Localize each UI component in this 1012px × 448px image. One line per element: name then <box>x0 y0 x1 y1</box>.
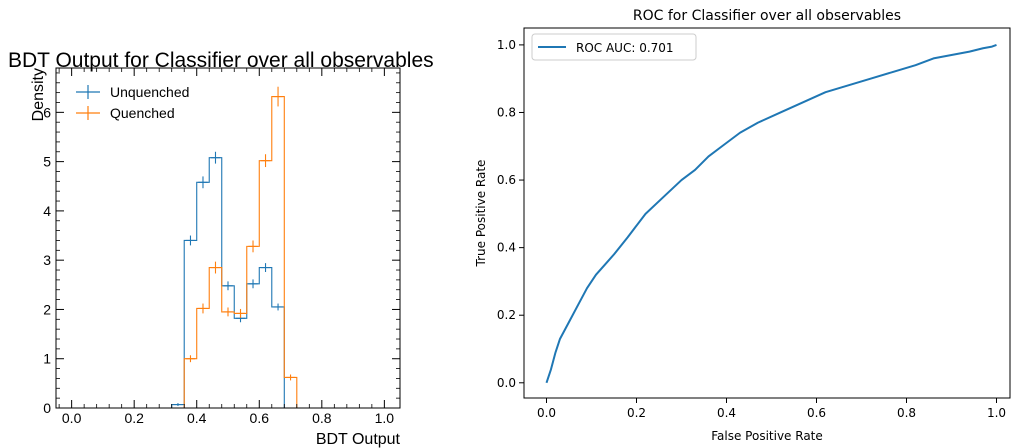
histogram-x-tick-label: 0.2 <box>124 410 144 426</box>
roc-x-tick-label: 0.8 <box>897 406 916 420</box>
histogram-plot-frame <box>55 67 401 409</box>
histogram-title: BDT Output for Classifier over all obser… <box>8 49 434 72</box>
roc-legend-box <box>531 33 697 61</box>
legend-label-unquenched: Unquenched <box>110 84 189 100</box>
roc-plot-frame <box>523 27 1011 399</box>
histogram-y-tick-label: 0 <box>43 400 51 416</box>
roc-legend: ROC AUC: 0.701 <box>531 33 697 61</box>
histogram-y-axis-label: Density <box>30 68 47 121</box>
roc-title: ROC for Classifier over all observables <box>633 8 901 24</box>
roc-y-tick-label: 1.0 <box>497 38 516 52</box>
bdt-histogram-chart: 0.0 0.2 0.4 0.6 0.8 1.0 0 1 2 3 4 5 6 BDT Output for… <box>8 49 434 448</box>
roc-y-tick-label: 0.4 <box>497 241 516 255</box>
legend-marker-unquenched <box>76 85 100 99</box>
roc-x-tick-label: 0.0 <box>537 406 556 420</box>
roc-y-tick-label: 0.0 <box>497 376 516 390</box>
roc-x-tick-label: 0.6 <box>807 406 826 420</box>
histogram-y-tick-label: 3 <box>43 252 51 268</box>
legend-marker-quenched <box>76 106 100 120</box>
roc-y-axis-label: True Positive Rate <box>474 160 488 268</box>
roc-x-tick-label: 0.2 <box>627 406 646 420</box>
histogram-x-tick-label: 0.6 <box>250 410 270 426</box>
histogram-x-tick-label: 1.0 <box>375 410 395 426</box>
histogram-y-tick-label: 6 <box>43 104 51 120</box>
histogram-legend: Unquenched Quenched <box>76 84 189 121</box>
histogram-x-axis-label: BDT Output <box>316 431 401 448</box>
roc-x-tick-label: 1.0 <box>987 406 1006 420</box>
histogram-y-tick-label: 5 <box>43 154 51 170</box>
roc-y-tick-label: 0.6 <box>497 173 516 187</box>
roc-y-tick-label: 0.8 <box>497 105 516 119</box>
roc-legend-label: ROC AUC: 0.701 <box>576 41 674 55</box>
histogram-x-tick-label: 0.4 <box>187 410 207 426</box>
histogram-y-tick-label: 1 <box>43 351 51 367</box>
histogram-y-tick-label: 4 <box>43 203 51 219</box>
legend-label-quenched: Quenched <box>110 105 175 121</box>
roc-x-tick-label: 0.4 <box>717 406 736 420</box>
histogram-ticks-group: 0.0 0.2 0.4 0.6 0.8 1.0 0 1 2 3 4 5 6 <box>43 68 400 426</box>
histogram-x-tick-label: 0.8 <box>312 410 332 426</box>
roc-x-axis-label: False Positive Rate <box>711 429 823 443</box>
histogram-series-group <box>171 86 298 409</box>
roc-curve-line <box>545 43 997 384</box>
histogram-x-tick-label: 0.0 <box>62 410 82 426</box>
histogram-y-tick-label: 2 <box>43 301 51 317</box>
roc-ticks-group: 0.0 0.2 0.4 0.6 0.8 1.0 0.0 0.2 0.4 0.6 0.8 1.0 <box>497 38 1006 420</box>
roc-y-tick-label: 0.2 <box>497 308 516 322</box>
roc-curve-chart: 0.0 0.2 0.4 0.6 0.8 1.0 0.0 0.2 0.4 0.6 0.8 1.0 ROC… <box>474 8 1011 443</box>
